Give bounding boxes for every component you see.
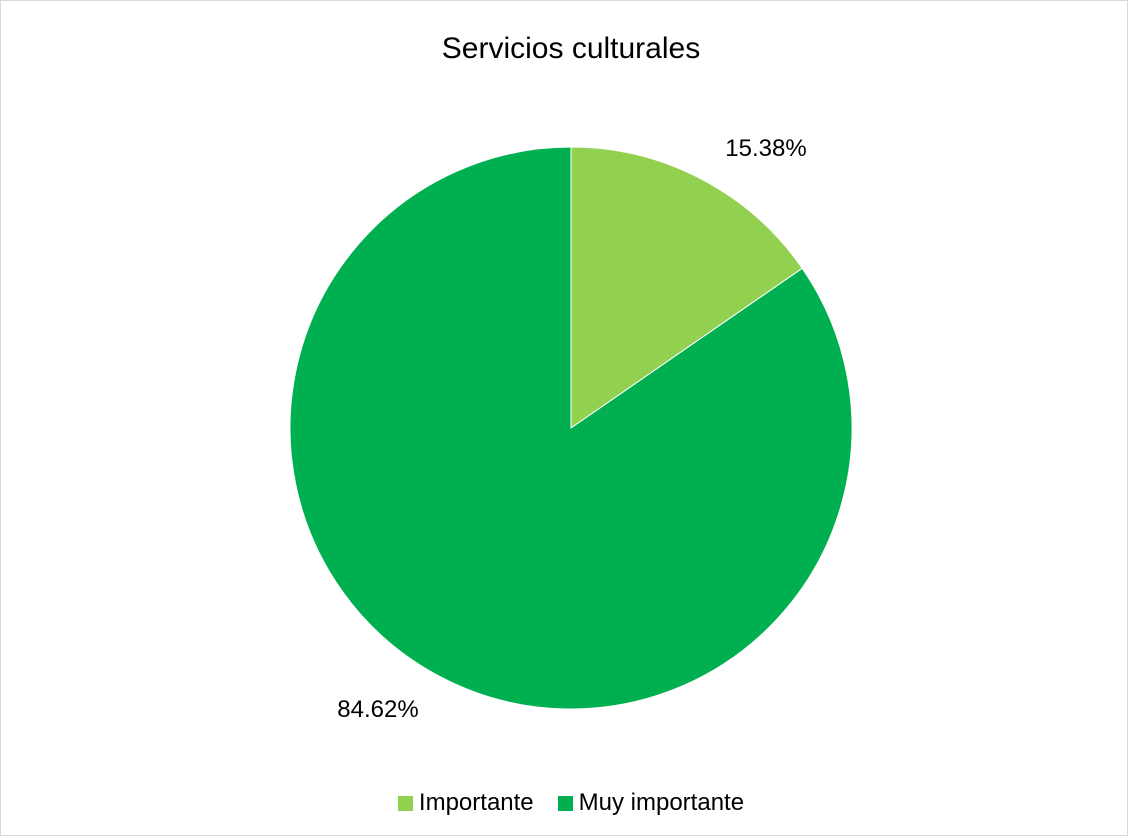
chart-title: Servicios culturales bbox=[441, 32, 701, 65]
legend-item-importante: Importante bbox=[397, 789, 534, 817]
chart-legend: Importante Muy importante bbox=[0, 789, 1130, 817]
legend-swatch-muy-importante bbox=[557, 795, 573, 811]
pie-slice-muy-importante bbox=[289, 146, 853, 710]
pie-slice-importante bbox=[570, 146, 803, 429]
legend-label-importante: Importante bbox=[418, 789, 534, 816]
legend-item-muy-importante: Muy importante bbox=[557, 789, 745, 817]
legend-label-muy-importante: Muy importante bbox=[578, 789, 745, 816]
data-label-muy-importante: 84.62% bbox=[337, 696, 418, 723]
data-label-importante: 15.38% bbox=[725, 135, 806, 162]
legend-swatch-importante bbox=[397, 795, 413, 811]
